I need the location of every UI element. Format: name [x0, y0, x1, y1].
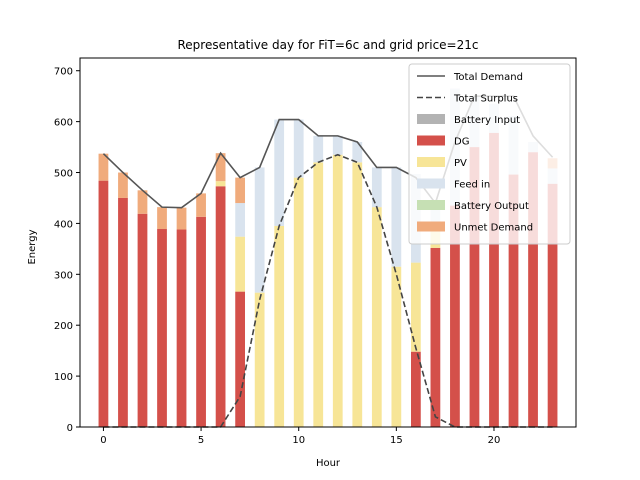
- legend-swatch-battery-input: [417, 114, 445, 124]
- legend-label-total-surplus: Total Surplus: [453, 94, 518, 105]
- bar-feed-in-15: [391, 167, 402, 267]
- bar-dg-21: [508, 174, 519, 427]
- y-tick-label-500: 500: [54, 169, 73, 180]
- y-tick-label-0: 0: [67, 423, 73, 434]
- bar-unmet-demand-5: [196, 193, 206, 217]
- bar-dg-18: [450, 205, 460, 427]
- bar-unmet-demand-2: [137, 190, 148, 214]
- bar-pv-12: [332, 154, 343, 428]
- bar-feed-in-9: [274, 119, 285, 226]
- bar-dg-5: [196, 216, 206, 427]
- legend-label-pv: PV: [454, 158, 467, 169]
- bar-unmet-demand-4: [176, 207, 187, 230]
- x-tick-label-0: 0: [100, 435, 106, 446]
- bar-dg-7: [235, 291, 246, 427]
- bar-feed-in-10: [293, 119, 304, 178]
- bar-feed-in-11: [313, 135, 324, 163]
- bar-unmet-demand-3: [157, 207, 167, 230]
- bar-pv-8: [254, 292, 265, 427]
- legend-swatch-pv: [417, 157, 445, 167]
- bar-dg-16: [410, 351, 421, 427]
- bar-pv-13: [352, 162, 363, 427]
- bar-pv-10: [293, 177, 304, 427]
- legend-label-total-demand: Total Demand: [453, 72, 523, 83]
- x-tick-label-20: 20: [488, 435, 501, 446]
- y-tick-label-600: 600: [54, 118, 73, 129]
- bar-pv-7: [235, 236, 246, 292]
- legend-label-battery-output: Battery Output: [454, 201, 529, 212]
- bar-dg-19: [469, 147, 480, 427]
- bar-feed-in-13: [352, 141, 363, 163]
- chart-title: Representative day for FiT=6c and grid p…: [178, 38, 479, 52]
- axes-frame: [79, 57, 577, 428]
- legend: Total Demand Total Surplus Battery Input DG…: [408, 63, 571, 245]
- bar-pv-9: [274, 225, 285, 427]
- bar-dg-3: [157, 229, 167, 427]
- legend-label-battery-input: Battery Input: [454, 115, 520, 126]
- bar-dg-17: [430, 247, 441, 427]
- bar-dg-6: [215, 186, 226, 427]
- bar-dg-1: [118, 197, 128, 427]
- bar-dg-4: [176, 229, 187, 427]
- y-tick-label-200: 200: [54, 321, 73, 332]
- x-tick-label-10: 10: [292, 435, 305, 446]
- bar-dg-23: [547, 183, 558, 427]
- legend-swatch-unmet-demand: [417, 221, 445, 232]
- legend-swatch-dg: [417, 135, 445, 146]
- bar-unmet-demand-1: [118, 172, 128, 198]
- y-axis-label: Energy: [27, 229, 38, 264]
- y-tick-label-700: 700: [54, 67, 73, 78]
- y-tick-label-400: 400: [54, 219, 73, 230]
- bar-feed-in-7: [235, 203, 246, 237]
- x-tick-label-15: 15: [390, 435, 403, 446]
- bar-pv-15: [391, 266, 402, 427]
- bar-feed-in-8: [254, 167, 265, 293]
- bar-feed-in-12: [332, 135, 343, 155]
- bar-pv-16: [410, 262, 421, 352]
- bar-feed-in-14: [371, 167, 382, 208]
- bar-dg-22: [528, 152, 538, 427]
- bar-pv-11: [313, 162, 324, 427]
- legend-label-feed-in: Feed in: [454, 180, 490, 191]
- bar-pv-14: [371, 207, 382, 427]
- bar-dg-2: [137, 213, 148, 427]
- y-tick-label-300: 300: [54, 270, 73, 281]
- legend-swatch-feed-in: [417, 178, 445, 189]
- bar-dg-0: [98, 180, 109, 427]
- bar-unmet-demand-7: [235, 177, 246, 204]
- legend-swatch-battery-output: [417, 200, 445, 210]
- x-axis-label: Hour: [316, 458, 341, 469]
- legend-label-dg: DG: [454, 137, 469, 148]
- bar-dg-20: [489, 132, 499, 427]
- y-tick-label-100: 100: [54, 372, 73, 383]
- x-tick-label-5: 5: [198, 435, 204, 446]
- bar-unmet-demand-0: [98, 153, 109, 181]
- bar-unmet-demand-6: [215, 153, 226, 182]
- legend-label-unmet-demand: Unmet Demand: [454, 223, 533, 234]
- bar-pv-6: [215, 181, 226, 187]
- legend-box: [408, 63, 571, 245]
